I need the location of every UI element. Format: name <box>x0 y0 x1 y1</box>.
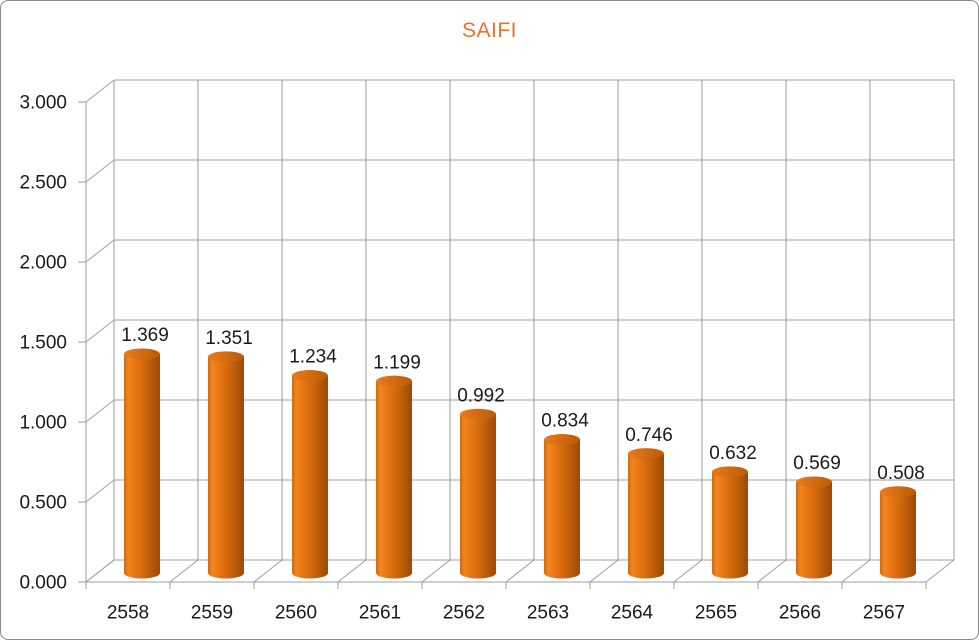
y-tick-label-0.0: 0.000 <box>19 573 67 594</box>
x-tick-label-2561: 2561 <box>359 603 401 624</box>
floor-depth-line <box>673 559 703 583</box>
bar-value-label-2566: 0.569 <box>793 453 841 474</box>
bar-value-label-2559: 1.351 <box>205 328 253 349</box>
bar-2562[interactable] <box>460 414 496 579</box>
bar-top-2565[interactable] <box>712 466 748 478</box>
bar-2567[interactable] <box>880 491 916 579</box>
x-tick-label-2562: 2562 <box>443 603 485 624</box>
bar-value-label-2563: 0.834 <box>541 411 589 432</box>
y-tick-label-2.5: 2.500 <box>19 173 67 194</box>
bar-2565[interactable] <box>712 471 748 579</box>
x-tick-label-2560: 2560 <box>275 603 317 624</box>
x-tick-label-2565: 2565 <box>695 603 737 624</box>
bar-top-2567[interactable] <box>880 486 916 498</box>
bar-value-label-2565: 0.632 <box>709 443 757 464</box>
wall-depth-line <box>85 479 115 503</box>
bar-2558[interactable] <box>124 353 160 579</box>
wall-depth-line <box>85 399 115 423</box>
bar-value-label-2558: 1.369 <box>121 325 169 346</box>
bar-2563[interactable] <box>544 439 580 579</box>
x-tick-label-2567: 2567 <box>863 603 905 624</box>
floor-depth-line <box>421 559 451 583</box>
bar-top-2564[interactable] <box>628 448 664 460</box>
bar-2561[interactable] <box>376 381 412 579</box>
x-tick-label-2563: 2563 <box>527 603 569 624</box>
bar-value-label-2560: 1.234 <box>289 347 337 368</box>
bar-top-2560[interactable] <box>292 370 328 382</box>
bar-value-label-2567: 0.508 <box>877 463 925 484</box>
bar-top-2562[interactable] <box>460 408 496 420</box>
floor-depth-line <box>589 559 619 583</box>
bar-value-label-2562: 0.992 <box>457 385 505 406</box>
wall-depth-line <box>85 239 115 263</box>
floor-depth-line <box>505 559 535 583</box>
bar-top-2563[interactable] <box>544 434 580 446</box>
y-tick-label-3.0: 3.000 <box>19 93 67 114</box>
floor-depth-line <box>757 559 787 583</box>
wall-depth-line <box>85 159 115 183</box>
x-tick-label-2558: 2558 <box>107 603 149 624</box>
bar-top-2558[interactable] <box>124 348 160 360</box>
x-tick-label-2559: 2559 <box>191 603 233 624</box>
y-tick-label-2.0: 2.000 <box>19 253 67 274</box>
bar-2560[interactable] <box>292 375 328 579</box>
wall-depth-line <box>85 319 115 343</box>
floor-depth-line <box>253 559 283 583</box>
x-tick-label-2566: 2566 <box>779 603 821 624</box>
floor-depth-line <box>337 559 367 583</box>
y-tick-label-1.5: 1.500 <box>19 333 67 354</box>
bar-2564[interactable] <box>628 453 664 579</box>
bar-2566[interactable] <box>796 481 832 579</box>
floor-depth-line <box>169 559 199 583</box>
floor-depth-line <box>841 559 871 583</box>
chart-title: SAIFI <box>461 19 517 42</box>
bar-value-label-2561: 1.199 <box>373 352 421 373</box>
floor-depth-line <box>85 559 115 583</box>
floor-depth-line <box>925 559 955 583</box>
bar-top-2561[interactable] <box>376 375 412 387</box>
y-tick-label-0.5: 0.500 <box>19 493 67 514</box>
bar-value-label-2564: 0.746 <box>625 425 673 446</box>
bar-2559[interactable] <box>208 356 244 579</box>
x-tick-label-2564: 2564 <box>611 603 654 624</box>
y-tick-label-1.0: 1.000 <box>19 413 67 434</box>
bar-top-2559[interactable] <box>208 351 244 363</box>
wall-depth-line <box>85 79 115 103</box>
bar-top-2566[interactable] <box>796 476 832 488</box>
